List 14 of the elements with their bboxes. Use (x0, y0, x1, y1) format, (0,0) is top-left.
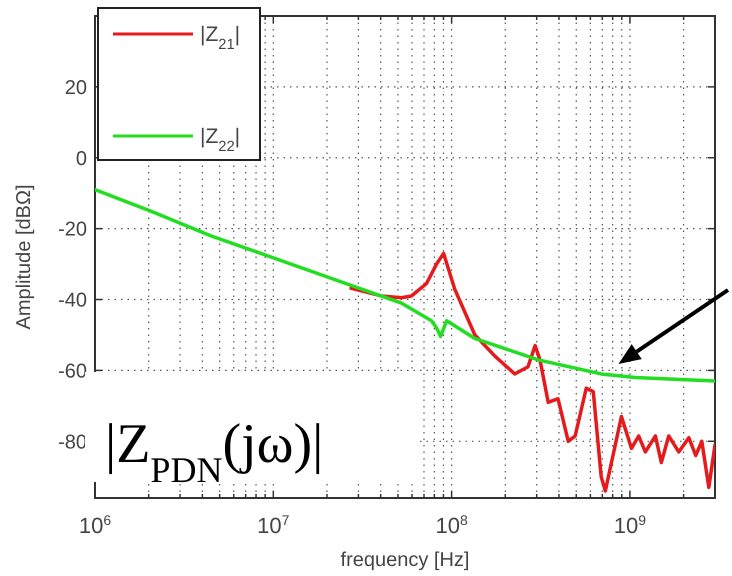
x-axis-title: frequency [Hz] (340, 549, 470, 571)
y-tick-label: -60 (58, 360, 87, 382)
annotation: |Z$_{PDN}$(jω)| (105, 413, 324, 490)
y-tick-label: -20 (58, 218, 87, 241)
legend-label: |Z$_{22}$| (200, 125, 240, 155)
x-tick-label: 10$^{6}$ (78, 512, 112, 538)
x-tick-label: 10$^{8}$ (435, 512, 468, 538)
y-axis-title: Amplitude [dBΩ] (13, 184, 35, 330)
x-tick-label: 10$^{9}$ (614, 512, 646, 538)
legend-label: |Z$_{21}$| (200, 23, 240, 53)
x-tick-label: 10$^{7}$ (257, 512, 290, 538)
y-tick-label: 20 (64, 76, 87, 99)
y-tick-label: 0 (76, 148, 87, 170)
y-tick-label: -40 (58, 290, 87, 312)
